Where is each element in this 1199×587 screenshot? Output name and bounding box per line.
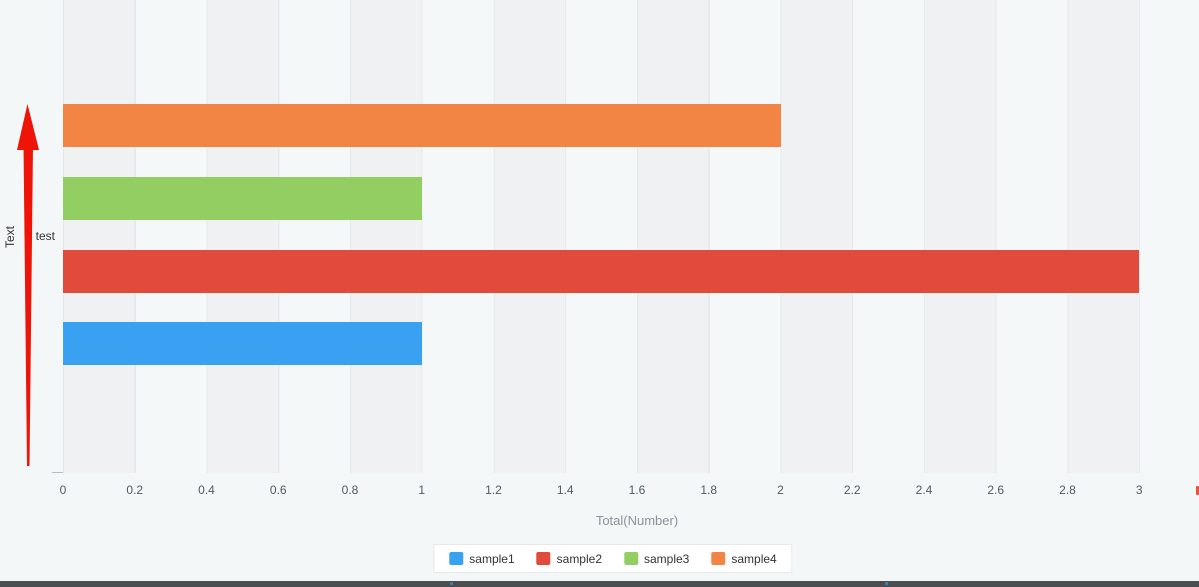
category-label: test	[35, 229, 55, 243]
legend: sample1 sample2 sample3 sample4	[433, 544, 793, 573]
x-tick-label: 1.2	[485, 483, 502, 497]
arrow-shaft	[23, 145, 33, 466]
legend-label: sample4	[731, 551, 777, 566]
bar-sample2[interactable]	[63, 249, 1140, 293]
bottom-window-edge	[0, 581, 1199, 587]
x-tick-label: 1.4	[556, 483, 574, 497]
x-tick-label: 3	[1135, 483, 1143, 497]
bar-sample4[interactable]	[63, 104, 781, 147]
x-tick-label: 2.8	[1059, 483, 1076, 497]
x-tick-label: 0.2	[126, 483, 144, 497]
y-axis-tick	[52, 472, 63, 473]
x-tick-label: 1.6	[628, 483, 646, 497]
x-tick-label: 0.6	[269, 483, 287, 497]
x-tick-label: 2.4	[915, 483, 933, 497]
legend-swatch-icon	[449, 552, 464, 565]
x-axis-title: Total(Number)	[595, 513, 679, 528]
legend-label: sample1	[469, 551, 515, 566]
red-arrow-annotation	[17, 104, 39, 466]
legend-item-sample2[interactable]: sample2	[536, 551, 602, 566]
legend-item-sample3[interactable]: sample3	[624, 552, 689, 566]
legend-swatch-icon	[711, 552, 726, 565]
x-tick-label: 2	[777, 483, 784, 497]
plot-area	[63, 0, 1199, 473]
legend-item-sample4[interactable]: sample4	[711, 551, 777, 566]
legend-swatch-icon	[536, 552, 551, 565]
bar-sample3[interactable]	[63, 177, 422, 220]
arrow-head	[17, 104, 39, 150]
bottom-edge-speck	[885, 582, 888, 585]
bar-sample1[interactable]	[63, 322, 422, 365]
bottom-edge-speck	[450, 582, 453, 585]
x-tick-label: 2.2	[843, 483, 861, 497]
x-tick-label: 1.8	[700, 483, 718, 497]
x-tick-label: 2.6	[987, 483, 1005, 497]
x-tick-label: 0.8	[341, 483, 359, 497]
legend-item-sample1[interactable]: sample1	[449, 551, 515, 566]
legend-swatch-icon	[624, 552, 638, 565]
legend-label: sample3	[644, 551, 690, 566]
x-axis-tick-labels: 0 0.2 0.4 0.6 0.8 1 1.2 1.4 1.6 1.8 2 2.2 2.4 2.6 2.8 3	[59, 483, 1199, 499]
clipped-annotation-fragment	[1196, 486, 1199, 495]
legend-label: sample2	[556, 551, 602, 566]
x-tick-label: 0	[59, 483, 67, 497]
x-tick-label: 1	[418, 483, 426, 497]
x-tick-label: 0.4	[198, 483, 215, 497]
